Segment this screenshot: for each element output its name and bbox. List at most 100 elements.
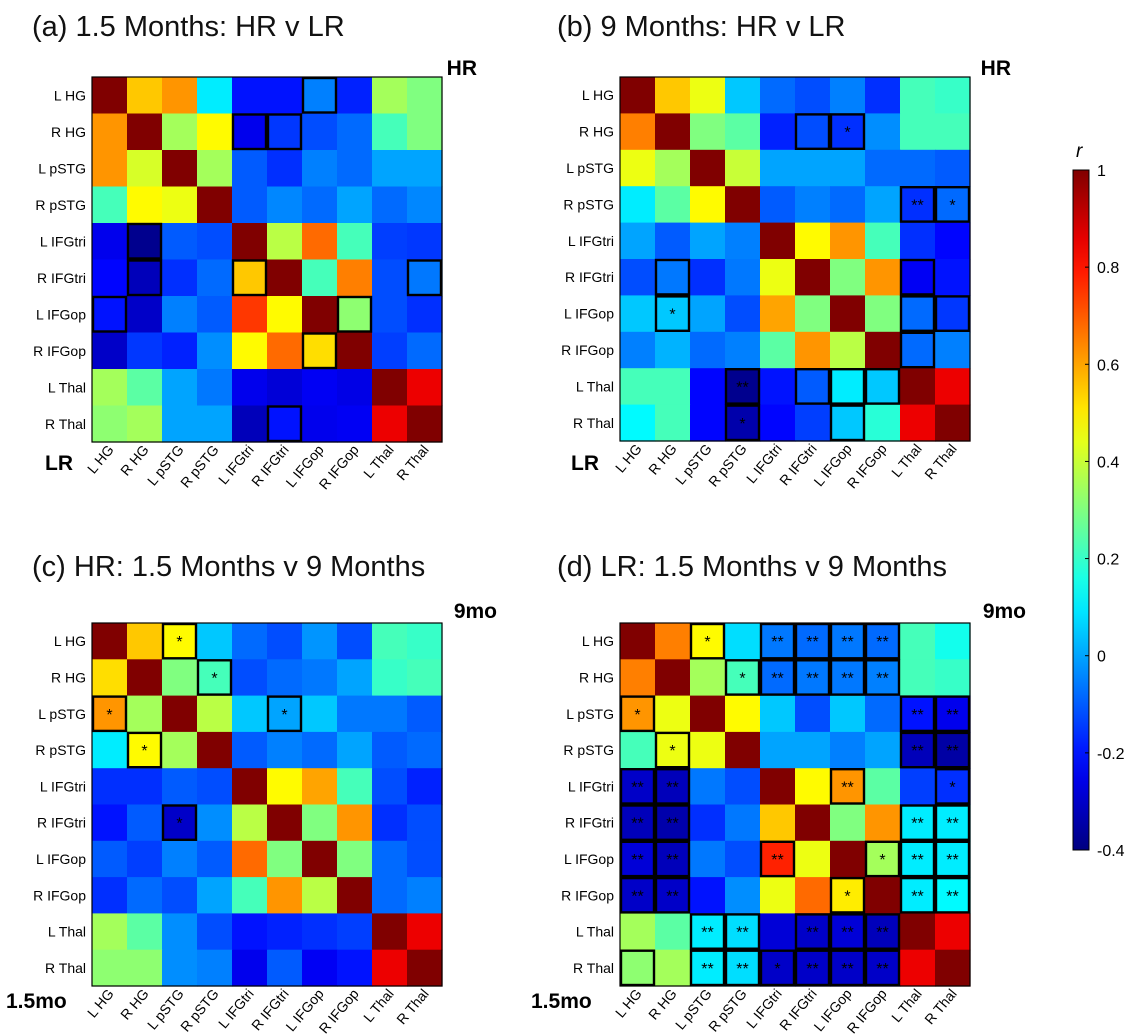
heatmap-cell [620, 840, 656, 878]
significance-box [829, 404, 866, 442]
significance-box [161, 804, 198, 841]
heatmap-cell [197, 332, 233, 370]
heatmap-cell [760, 913, 796, 951]
heatmap-cell [760, 804, 796, 842]
heatmap-cell [302, 659, 338, 697]
heatmap-cell [162, 296, 198, 334]
significance-star: * [281, 707, 287, 724]
heatmap-cell [372, 695, 408, 733]
heatmap-cell [900, 113, 936, 151]
significance-star: ** [876, 670, 888, 687]
y-tick-label: L HG [582, 87, 614, 103]
heatmap-cell [127, 259, 163, 297]
heatmap-cell [372, 623, 408, 660]
heatmap-cell [337, 150, 373, 188]
significance-box [724, 368, 761, 405]
significance-star: ** [631, 852, 643, 869]
y-tick-label: R HG [579, 124, 614, 140]
heatmap-cell [197, 877, 233, 914]
heatmap-cell [725, 695, 761, 733]
heatmap-cell [162, 623, 198, 660]
heatmap-cell [935, 113, 971, 151]
significance-box [231, 259, 268, 297]
significance-box [759, 949, 796, 987]
colorbar-tick-label: -0.2 [1097, 746, 1125, 763]
heatmap-cell [92, 113, 128, 151]
heatmap-cell [302, 296, 338, 334]
x-tick-label: R Thal [393, 986, 432, 1028]
heatmap-cell [232, 113, 268, 151]
heatmap-cell [302, 77, 338, 115]
heatmap-cell [760, 113, 796, 151]
significance-box [899, 804, 936, 841]
panel-a-corner-top: HR [447, 57, 477, 80]
heatmap-cell [725, 295, 761, 333]
heatmap-cell [407, 405, 443, 443]
heatmap-cell [900, 840, 936, 878]
heatmap-border [91, 622, 443, 987]
y-tick-label: L HG [582, 633, 614, 649]
significance-box [619, 804, 656, 841]
heatmap-cell [900, 259, 936, 296]
panel-c-heatmap: * * * * * * [91, 622, 443, 987]
heatmap-cell [935, 913, 971, 951]
heatmap-cell [372, 877, 408, 914]
heatmap-cell [302, 259, 338, 297]
heatmap-cell [655, 731, 691, 769]
heatmap-cell [337, 659, 373, 697]
heatmap-cell [690, 295, 726, 333]
colorbar-tick-label: 0.6 [1097, 357, 1119, 374]
colorbar-tick-label: 0.8 [1097, 260, 1119, 277]
heatmap-cell [620, 877, 656, 914]
significance-box [126, 731, 163, 769]
heatmap-cell [267, 949, 303, 987]
heatmap-cell [197, 223, 233, 261]
heatmap-cell [407, 877, 443, 914]
heatmap-cell [162, 731, 198, 769]
significance-star: ** [736, 925, 748, 942]
heatmap-cell [407, 768, 443, 806]
significance-star: ** [911, 197, 923, 214]
y-tick-label: R Thal [573, 415, 614, 431]
heatmap-cell [372, 913, 408, 951]
heatmap-cell [725, 404, 761, 442]
heatmap-cell [162, 369, 198, 407]
heatmap-cell [760, 623, 796, 660]
x-tick-label: L HG [612, 986, 645, 1021]
heatmap-cell [337, 695, 373, 733]
heatmap-cell [267, 840, 303, 878]
heatmap-cell [620, 695, 656, 733]
heatmap-cell [830, 77, 866, 114]
heatmap-cell [127, 296, 163, 334]
heatmap-cell [197, 731, 233, 769]
heatmap-cell [760, 186, 796, 224]
heatmap-cell [760, 949, 796, 987]
heatmap-cell [92, 877, 128, 914]
heatmap-cell [760, 368, 796, 406]
significance-box [301, 76, 338, 114]
heatmap-cell [620, 949, 656, 987]
heatmap-cell [267, 259, 303, 297]
heatmap-cell [655, 77, 691, 114]
panel-a: (a) 1.5 Months: HR v LR HR LR L HGR HGL … [32, 11, 477, 492]
heatmap-cell [407, 332, 443, 370]
heatmap-cell [620, 623, 656, 660]
heatmap-cell [372, 296, 408, 334]
significance-box [794, 913, 831, 950]
significance-star: * [739, 416, 745, 433]
panel-b: (b) 9 Months: HR v LR HR LR *** ***** L H… [557, 11, 1011, 491]
heatmap-cell [92, 186, 128, 224]
significance-star: ** [631, 816, 643, 833]
heatmap-cell [620, 804, 656, 842]
significance-box [759, 840, 796, 878]
x-tick-label: R pSTG [177, 986, 222, 1034]
significance-box [864, 840, 901, 878]
significance-box [899, 840, 936, 878]
heatmap-cell [935, 259, 971, 296]
heatmap-cell [197, 804, 233, 842]
significance-box [689, 949, 726, 987]
significance-star: ** [701, 925, 713, 942]
heatmap-cell [690, 404, 726, 442]
significance-box [899, 695, 936, 733]
heatmap-cell [655, 295, 691, 333]
